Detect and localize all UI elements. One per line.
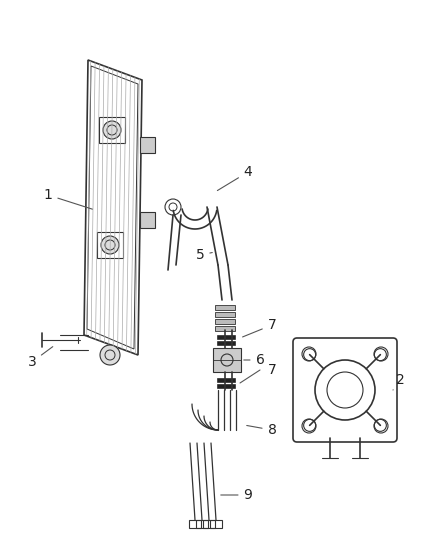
Text: 7: 7 bbox=[243, 318, 276, 337]
Bar bbox=[217, 335, 235, 339]
Text: 5: 5 bbox=[196, 248, 212, 262]
Text: 7: 7 bbox=[268, 363, 276, 377]
Bar bbox=[215, 326, 235, 331]
Bar bbox=[215, 305, 235, 310]
Text: 3: 3 bbox=[28, 346, 53, 369]
Bar bbox=[210, 520, 222, 528]
Text: 4: 4 bbox=[217, 165, 252, 191]
Bar bbox=[213, 348, 241, 372]
Bar bbox=[217, 378, 235, 382]
Bar bbox=[217, 384, 235, 388]
Text: 1: 1 bbox=[43, 188, 92, 209]
Bar bbox=[140, 137, 155, 153]
Text: 6: 6 bbox=[244, 353, 265, 367]
Bar bbox=[140, 212, 155, 228]
Bar bbox=[215, 319, 235, 324]
Text: 9: 9 bbox=[221, 488, 252, 502]
Circle shape bbox=[100, 345, 120, 365]
Text: 2: 2 bbox=[393, 373, 404, 390]
Bar bbox=[196, 520, 208, 528]
Bar bbox=[203, 520, 215, 528]
Bar bbox=[189, 520, 201, 528]
Text: 8: 8 bbox=[247, 423, 276, 437]
Circle shape bbox=[103, 121, 121, 139]
Circle shape bbox=[101, 236, 119, 254]
Bar bbox=[97, 232, 123, 258]
Bar bbox=[99, 117, 125, 143]
Bar bbox=[217, 341, 235, 345]
Bar bbox=[215, 312, 235, 317]
